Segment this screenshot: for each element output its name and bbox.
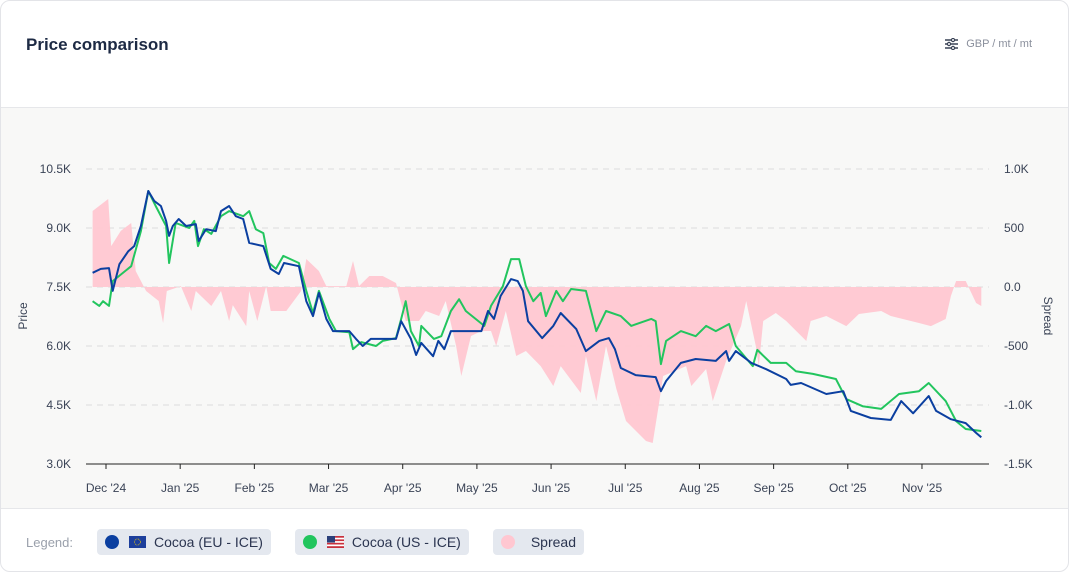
price-chart[interactable]: 3.0K 4.5K 6.0K 7.5K 9.0K 10.5K -1.5K -1.0K -500 0… [1, 108, 1069, 508]
card-header: Price comparison GBP / mt / mt [1, 1, 1068, 108]
x-tick-label: Jan '25 [161, 481, 200, 495]
legend-label: Legend: [26, 534, 73, 550]
eu-series-dot-icon [105, 535, 119, 549]
y2-tick-label: -1.0K [1004, 398, 1033, 412]
x-tick-label: Sep '25 [753, 481, 794, 495]
sliders-icon [945, 38, 959, 50]
y2-tick-label: -500 [1004, 339, 1028, 353]
y-tick-label: 10.5K [40, 162, 71, 176]
unit-label: GBP / mt / mt [966, 38, 1032, 50]
y-tick-label: 7.5K [46, 280, 71, 294]
x-tick-label: Jun '25 [532, 481, 571, 495]
eu-price-line [92, 190, 982, 439]
unit-selector[interactable]: GBP / mt / mt [945, 38, 1032, 50]
eu-flag-icon [129, 536, 146, 548]
y2-tick-label: 0.0 [1004, 280, 1021, 294]
spread-area [92, 199, 982, 443]
x-tick-label: Aug '25 [679, 481, 720, 495]
spread-series-dot-icon [500, 535, 515, 549]
x-tick-label: Nov '25 [902, 481, 943, 495]
y-tick-label: 3.0K [46, 457, 71, 471]
y2-tick-label: 1.0K [1004, 162, 1029, 176]
legend-item-eu[interactable]: Cocoa (EU - ICE) [97, 529, 271, 555]
x-tick-label: Apr '25 [384, 481, 422, 495]
x-tick-label: Mar '25 [309, 481, 349, 495]
legend-item-us[interactable]: Cocoa (US - ICE) [294, 529, 469, 555]
x-tick-label: Feb '25 [235, 481, 275, 495]
legend-item-label: Cocoa (US - ICE) [351, 534, 461, 550]
legend: Legend: Cocoa (EU - ICE) Cocoa (US - ICE… [26, 529, 608, 555]
y2-tick-label: 500 [1004, 221, 1024, 235]
x-tick-label: Jul '25 [608, 481, 643, 495]
us-series-dot-icon [302, 535, 317, 549]
x-tick-label: Oct '25 [829, 481, 867, 495]
legend-item-label: Spread [530, 534, 576, 550]
x-tick-label: May '25 [456, 481, 498, 495]
us-flag-icon [326, 536, 344, 548]
card-title: Price comparison [26, 35, 169, 54]
y2-tick-label: -1.5K [1004, 457, 1033, 471]
y-tick-label: 6.0K [46, 339, 71, 353]
x-tick-label: Dec '24 [86, 481, 127, 495]
y-tick-label: 4.5K [46, 398, 71, 412]
y-tick-label: 9.0K [46, 221, 71, 235]
legend-item-label: Cocoa (EU - ICE) [154, 534, 263, 550]
y2-axis-title: Spread [1041, 297, 1055, 336]
legend-item-spread[interactable]: Spread [492, 529, 584, 555]
y-axis-title: Price [16, 302, 30, 330]
